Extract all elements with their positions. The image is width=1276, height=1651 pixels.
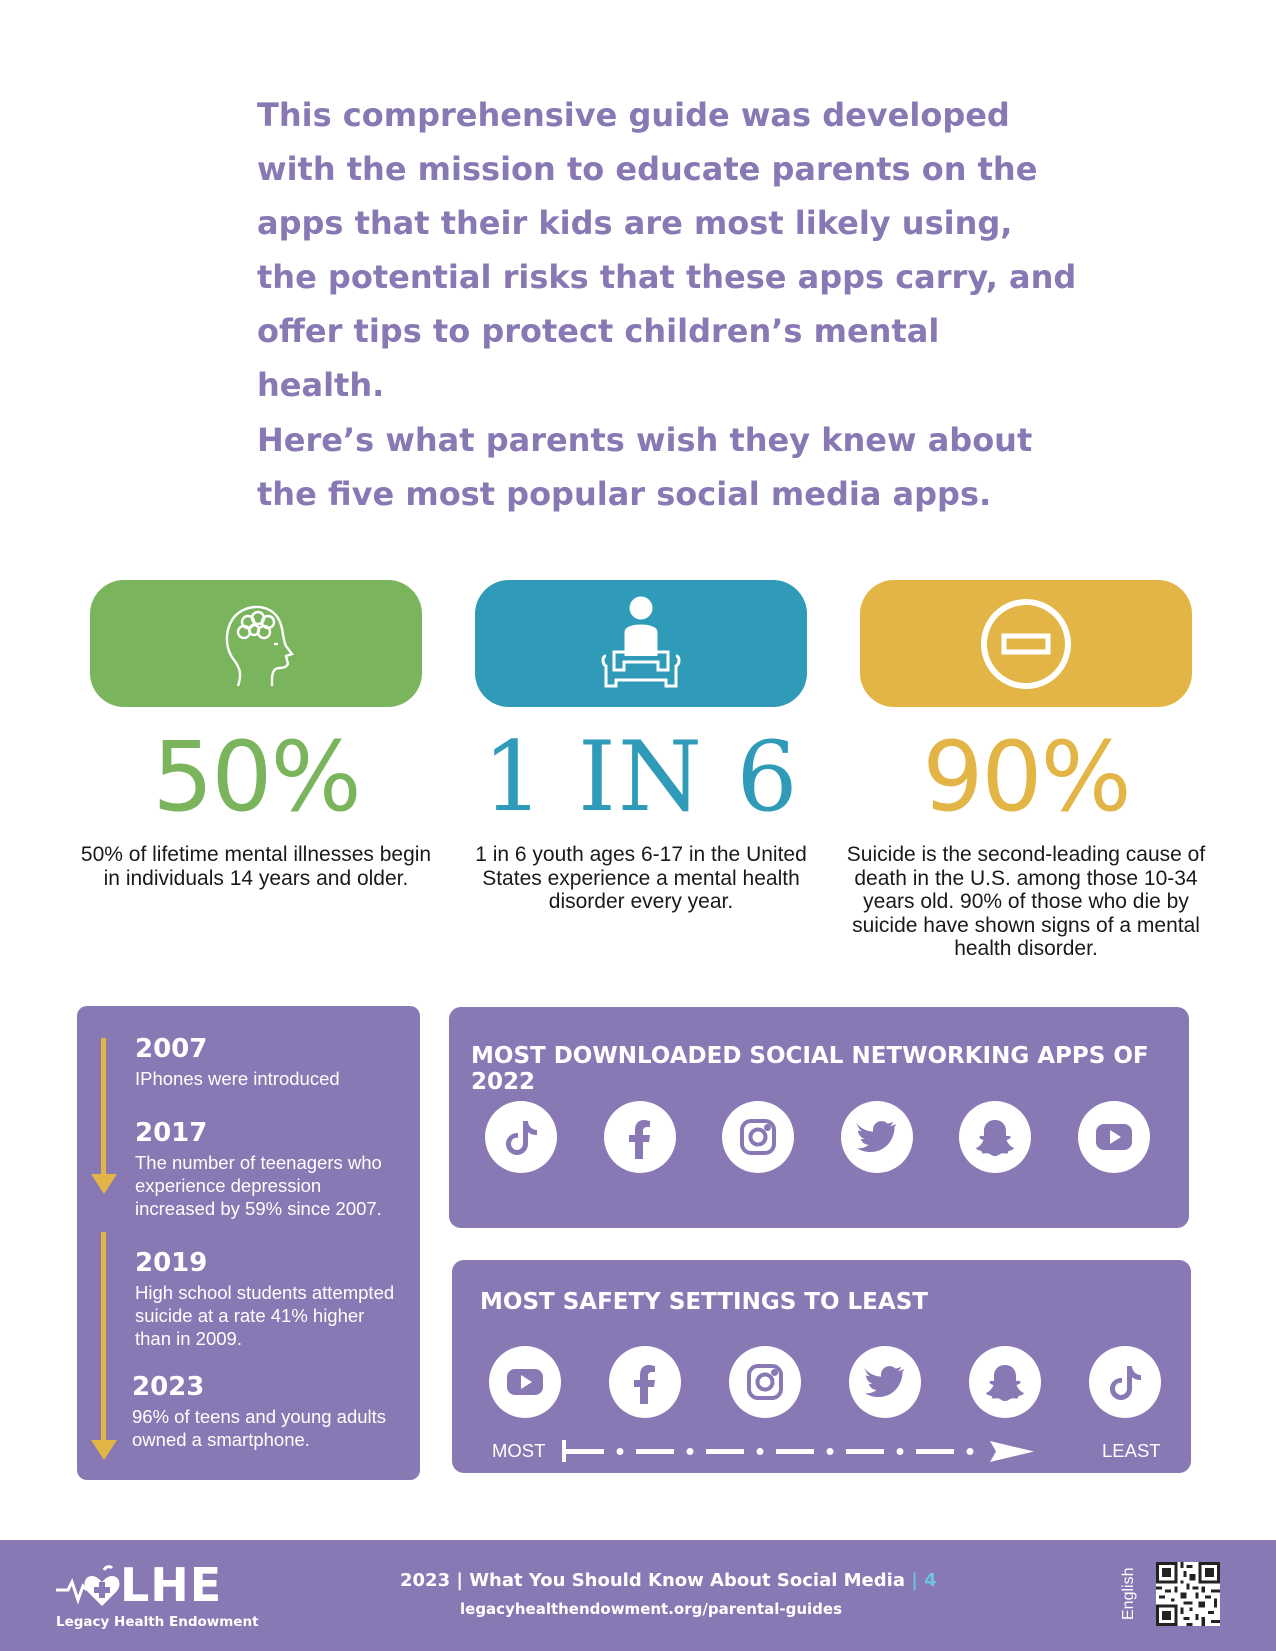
intro-subheading: Here’s what parents wish they knew about… — [257, 421, 1033, 513]
timeline-year: 2017 — [135, 1118, 208, 1148]
twitter-icon — [840, 1101, 913, 1173]
timeline-panel: 2007 IPhones were introduced 2017 The nu… — [77, 1006, 420, 1480]
footer-url[interactable]: legacyhealthendowment.org/parental-guide… — [460, 1600, 842, 1618]
timeline-description: High school students attempted suicide a… — [135, 1282, 395, 1349]
panel-title: MOST SAFETY SETTINGS TO LEAST — [480, 1289, 928, 1315]
brain-head-icon — [225, 605, 294, 686]
footer-title: 2023 | What You Should Know About Social… — [400, 1570, 937, 1591]
panel-title: MOST DOWNLOADED SOCIAL NETWORKING APPS O… — [471, 1043, 1149, 1095]
timeline-description: 96% of teens and young adults owned a sm… — [132, 1406, 387, 1450]
tiktok-icon — [1089, 1346, 1161, 1418]
footer-title-text: 2023 | What You Should Know About Social… — [400, 1570, 905, 1591]
scale-arrow — [562, 1440, 1034, 1462]
stat-card-person — [475, 580, 807, 707]
timeline-item: 2023 96% of teens and young adults owned… — [132, 1372, 402, 1451]
scale-most-label: MOST — [492, 1440, 546, 1461]
timeline-arrow-head — [91, 1174, 117, 1194]
stat-value-90-percent: 90% — [922, 721, 1131, 833]
scale-least-label: LEAST — [1102, 1440, 1161, 1461]
seated-person-icon — [601, 596, 681, 687]
timeline-item: 2017 The number of teenagers who experie… — [135, 1118, 405, 1220]
instagram-icon — [722, 1101, 794, 1173]
tiktok-icon — [485, 1101, 557, 1173]
safety-settings-panel: MOST SAFETY SETTINGS TO LEAST MOST — [452, 1260, 1191, 1473]
instagram-icon — [729, 1346, 801, 1418]
organization-name: Legacy Health Endowment — [56, 1614, 259, 1630]
stat-value-50-percent: 50% — [152, 721, 361, 833]
timeline-arrow-head — [91, 1440, 117, 1460]
stat-description: 50% of lifetime mental illnesses begin i… — [80, 843, 432, 890]
timeline-year: 2019 — [135, 1248, 208, 1278]
timeline-item: 2007 IPhones were introduced — [135, 1034, 405, 1090]
timeline-item: 2019 High school students attempted suic… — [135, 1248, 405, 1350]
stat-value-1-in-6: 1 IN 6 — [482, 721, 800, 833]
logo-text: LHE — [120, 1558, 223, 1612]
snapchat-icon — [959, 1101, 1031, 1173]
page-number: | 4 — [911, 1570, 937, 1591]
timeline-description: The number of teenagers who experience d… — [135, 1152, 382, 1219]
timeline-arrow-line — [101, 1038, 106, 1188]
intro-paragraph: This comprehensive guide was developed w… — [257, 96, 1077, 404]
timeline-arrow-line — [101, 1232, 106, 1452]
timeline-description: IPhones were introduced — [135, 1068, 340, 1089]
footer: LHE Legacy Health Endowment 2023 | What … — [0, 1540, 1276, 1651]
timeline-year: 2007 — [135, 1034, 208, 1064]
facebook-icon — [603, 1101, 676, 1173]
qr-code-icon — [1156, 1562, 1220, 1626]
facebook-icon — [609, 1346, 681, 1418]
language-label: English — [1120, 1567, 1137, 1620]
no-entry-icon — [981, 598, 1071, 689]
timeline-year: 2023 — [132, 1372, 205, 1402]
heart-pulse-logo-icon — [56, 1565, 120, 1606]
snapchat-icon — [969, 1346, 1041, 1418]
stat-card-brain — [90, 580, 422, 707]
stat-card-no-entry — [860, 580, 1192, 707]
twitter-icon — [849, 1346, 921, 1418]
youtube-icon — [1077, 1101, 1150, 1173]
stat-description: Suicide is the second-leading cause of d… — [846, 843, 1206, 960]
most-downloaded-panel: MOST DOWNLOADED SOCIAL NETWORKING APPS O… — [449, 1007, 1189, 1228]
stat-description: 1 in 6 youth ages 6-17 in the United Sta… — [475, 843, 807, 913]
youtube-icon — [489, 1346, 561, 1418]
